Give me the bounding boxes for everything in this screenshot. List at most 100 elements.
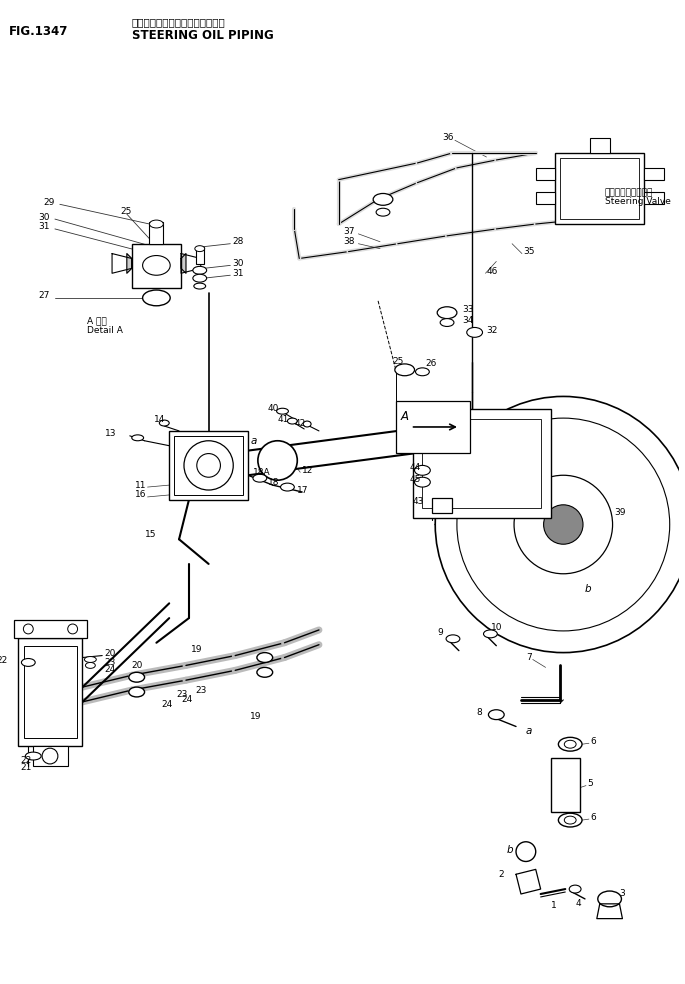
Text: ステアリング　オイルパイピング: ステアリング オイルパイピング	[132, 17, 225, 28]
Ellipse shape	[253, 474, 266, 482]
Text: 19: 19	[191, 646, 202, 654]
Text: 18: 18	[268, 477, 279, 487]
Bar	[132, 244, 181, 288]
Text: 39: 39	[614, 508, 626, 518]
Polygon shape	[181, 254, 186, 274]
Circle shape	[516, 841, 536, 861]
Ellipse shape	[129, 672, 145, 682]
Ellipse shape	[132, 435, 144, 441]
Text: 22: 22	[21, 757, 32, 766]
Bar	[536, 193, 556, 205]
Bar	[169, 431, 248, 500]
Text: 30: 30	[38, 213, 49, 221]
Bar	[412, 409, 551, 518]
Ellipse shape	[288, 418, 297, 424]
Text: 28: 28	[232, 237, 244, 246]
Text: 7: 7	[526, 653, 532, 662]
Text: 13: 13	[105, 429, 116, 438]
Ellipse shape	[488, 709, 504, 719]
Text: 14: 14	[154, 414, 166, 423]
Text: 17: 17	[297, 485, 309, 495]
Text: 32: 32	[486, 326, 498, 335]
Text: 43: 43	[412, 497, 424, 507]
Text: 46: 46	[486, 267, 498, 276]
Ellipse shape	[84, 656, 97, 662]
Bar	[14, 620, 88, 638]
Ellipse shape	[395, 364, 414, 376]
Ellipse shape	[598, 892, 621, 907]
Ellipse shape	[414, 465, 430, 475]
Text: 25: 25	[120, 207, 132, 215]
Text: 3: 3	[619, 890, 625, 898]
Ellipse shape	[466, 328, 482, 338]
Text: 6: 6	[590, 813, 596, 822]
Ellipse shape	[129, 687, 145, 697]
Bar	[644, 168, 664, 180]
Circle shape	[23, 624, 34, 634]
Text: 1: 1	[551, 901, 556, 910]
Bar	[423, 419, 540, 508]
Text: 44: 44	[410, 462, 421, 472]
Text: 10: 10	[491, 624, 503, 633]
Text: 25: 25	[393, 357, 404, 366]
Ellipse shape	[149, 220, 163, 228]
Text: a: a	[526, 726, 532, 736]
Ellipse shape	[194, 283, 206, 289]
Circle shape	[68, 624, 77, 634]
Text: 33: 33	[462, 305, 473, 314]
Text: 45: 45	[410, 474, 421, 484]
Text: 6: 6	[590, 737, 596, 746]
Text: 24: 24	[104, 665, 116, 674]
Ellipse shape	[440, 319, 454, 327]
Text: 20: 20	[104, 649, 116, 658]
Bar	[174, 436, 243, 495]
Text: 36: 36	[442, 133, 453, 142]
Ellipse shape	[142, 256, 170, 276]
Ellipse shape	[142, 290, 170, 306]
Text: 41: 41	[277, 414, 289, 423]
Ellipse shape	[446, 635, 460, 643]
Ellipse shape	[564, 816, 576, 824]
Text: 29: 29	[43, 198, 55, 207]
Text: 24: 24	[162, 701, 173, 709]
Text: 16: 16	[135, 490, 146, 500]
Ellipse shape	[195, 246, 205, 252]
Text: ステアリングバルブ: ステアリングバルブ	[605, 188, 653, 197]
Text: 22: 22	[0, 656, 8, 665]
Text: 23: 23	[196, 686, 207, 695]
Text: 35: 35	[523, 247, 534, 256]
Text: 11: 11	[135, 480, 146, 490]
Text: 24: 24	[181, 696, 192, 705]
Text: 34: 34	[462, 316, 473, 325]
Text: 19: 19	[250, 712, 262, 721]
Ellipse shape	[414, 477, 430, 487]
Ellipse shape	[558, 813, 582, 827]
Bar	[149, 222, 163, 244]
Text: 12: 12	[302, 465, 314, 475]
Ellipse shape	[277, 408, 288, 414]
Ellipse shape	[257, 652, 273, 662]
Circle shape	[197, 454, 221, 477]
Text: b: b	[506, 844, 513, 855]
Ellipse shape	[160, 420, 169, 426]
Text: 5: 5	[587, 779, 593, 788]
Bar	[396, 401, 470, 453]
Ellipse shape	[376, 209, 390, 216]
Text: 42: 42	[295, 418, 306, 427]
Ellipse shape	[303, 421, 311, 427]
Text: 21: 21	[21, 764, 32, 772]
Text: 20: 20	[132, 661, 143, 670]
Text: 23: 23	[104, 658, 116, 667]
Bar	[432, 498, 452, 513]
Bar	[551, 758, 580, 812]
Ellipse shape	[25, 752, 41, 760]
Bar	[25, 646, 77, 738]
Text: 38: 38	[344, 237, 355, 246]
Circle shape	[435, 397, 685, 652]
Text: 31: 31	[232, 269, 244, 277]
Text: 26: 26	[425, 359, 437, 368]
Ellipse shape	[86, 662, 95, 668]
Text: 30: 30	[232, 259, 244, 268]
Ellipse shape	[484, 630, 497, 638]
Text: STEERING OIL PIPING: STEERING OIL PIPING	[132, 29, 273, 42]
